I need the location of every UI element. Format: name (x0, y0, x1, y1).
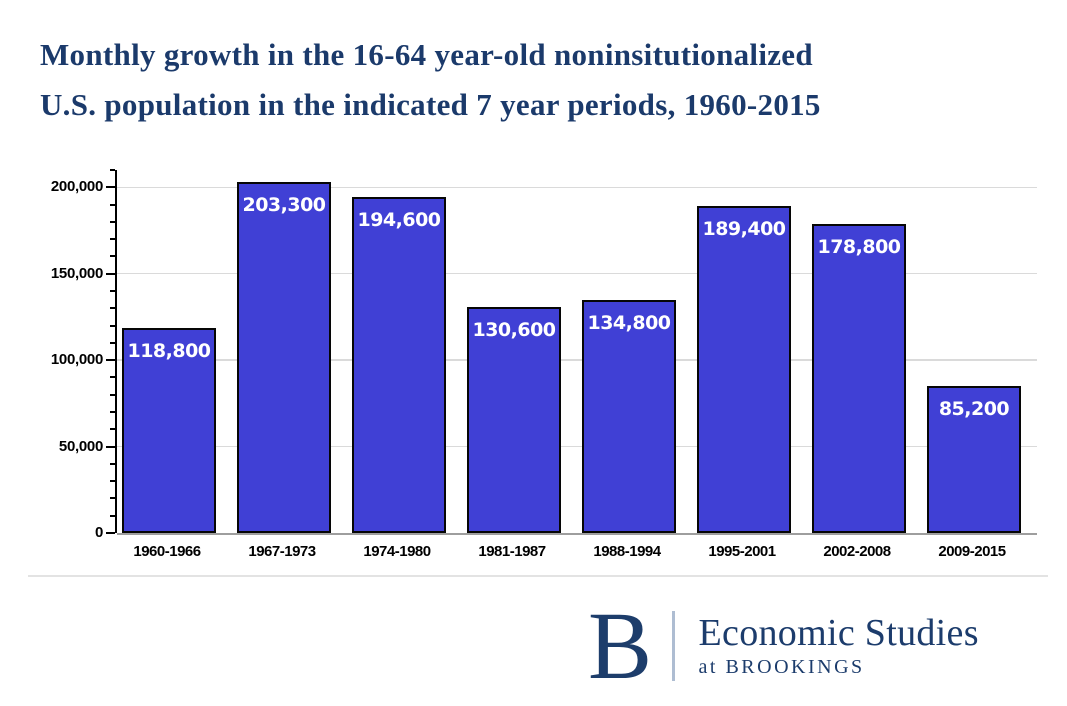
y-gridline (117, 445, 1037, 448)
y-gridline (117, 359, 1037, 361)
bar-1967-1973: 203,300 (237, 181, 331, 533)
bar-1960-1966: 118,800 (122, 327, 216, 533)
logo-divider (672, 611, 675, 681)
bar-1995-2001: 189,400 (697, 205, 791, 533)
y-tick-label: 150,000 (50, 264, 103, 282)
logo-title: Economic Studies (698, 612, 979, 654)
y-axis-major-tick (106, 532, 115, 534)
chart-title: Monthly growth in the 16-64 year-old non… (40, 30, 821, 130)
y-tick-label: 200,000 (50, 178, 103, 196)
y-axis-minor-tick (110, 290, 115, 292)
bar-2009-2015: 85,200 (927, 385, 1021, 533)
y-axis-minor-tick (110, 376, 115, 379)
y-axis-minor-tick (110, 497, 115, 500)
y-tick-label: 50,000 (58, 437, 103, 455)
y-axis-minor-tick (110, 341, 115, 344)
y-axis-minor-tick (110, 411, 115, 413)
chart-title-line1: Monthly growth in the 16-64 year-old non… (40, 37, 813, 72)
bar-value-label: 85,200 (938, 397, 1010, 420)
y-axis-minor-tick (110, 238, 115, 241)
bar-1974-1980: 194,600 (352, 196, 446, 533)
y-axis-minor-tick (110, 203, 115, 206)
y-tick-label: 0 (94, 524, 103, 541)
y-axis-major-tick (106, 445, 115, 448)
bar-value-label: 194,600 (357, 208, 441, 231)
y-axis-minor-tick (110, 324, 115, 327)
y-axis-major-tick (106, 186, 115, 189)
footer-divider (28, 575, 1048, 577)
x-tick-label: 1967-1973 (248, 543, 316, 560)
y-gridline (117, 186, 1037, 189)
bar-value-label: 189,400 (702, 217, 786, 240)
logo-subtitle: at BROOKINGS (698, 656, 865, 678)
y-axis-major-tick (106, 272, 115, 275)
y-axis-minor-tick (110, 393, 115, 396)
x-tick-label: 2009-2015 (938, 543, 1006, 560)
bar-1988-1994: 134,800 (582, 300, 676, 533)
y-gridline (117, 272, 1037, 275)
y-axis-minor-tick (110, 220, 115, 223)
x-tick-label: 2002-2008 (823, 543, 891, 560)
x-tick-label: 1960-1966 (133, 543, 201, 560)
bar-value-label: 203,300 (242, 193, 326, 216)
y-axis-minor-tick (110, 169, 115, 171)
x-tick-label: 1995-2001 (708, 543, 776, 560)
bar-2002-2008: 178,800 (812, 223, 906, 533)
y-axis-minor-tick (110, 514, 115, 517)
logo-text: Economic Studies at BROOKINGS (699, 613, 979, 679)
plot-area: 118,800 203,300 194,600 130,600 134,800 189,4… (106, 169, 1037, 535)
brookings-logo: B Economic Studies at BROOKINGS (588, 598, 979, 694)
x-tick-label: 1981-1987 (478, 543, 546, 560)
x-tick-label: 1974-1980 (363, 543, 431, 560)
y-axis-minor-tick (110, 307, 115, 310)
bar-value-label: 134,800 (587, 312, 671, 334)
x-tick-label: 1988-1994 (593, 543, 661, 560)
y-axis-minor-tick (110, 428, 115, 431)
y-axis-minor-tick (110, 255, 115, 258)
bar-value-label: 118,800 (127, 339, 211, 362)
bar-chart: 118,800 203,300 194,600 130,600 134,800 189,4… (50, 169, 1037, 560)
y-tick-label: 100,000 (50, 351, 103, 369)
y-axis-minor-tick (110, 462, 115, 465)
bar-value-label: 178,800 (817, 235, 901, 258)
bar-value-label: 130,600 (472, 319, 556, 342)
brookings-b-logo: B (588, 592, 653, 699)
bar-1981-1987: 130,600 (467, 307, 561, 533)
chart-title-line2: U.S. population in the indicated 7 year … (40, 87, 821, 122)
y-axis-minor-tick (110, 480, 115, 483)
x-axis-baseline (117, 533, 1037, 535)
y-axis-major-tick (106, 359, 115, 362)
